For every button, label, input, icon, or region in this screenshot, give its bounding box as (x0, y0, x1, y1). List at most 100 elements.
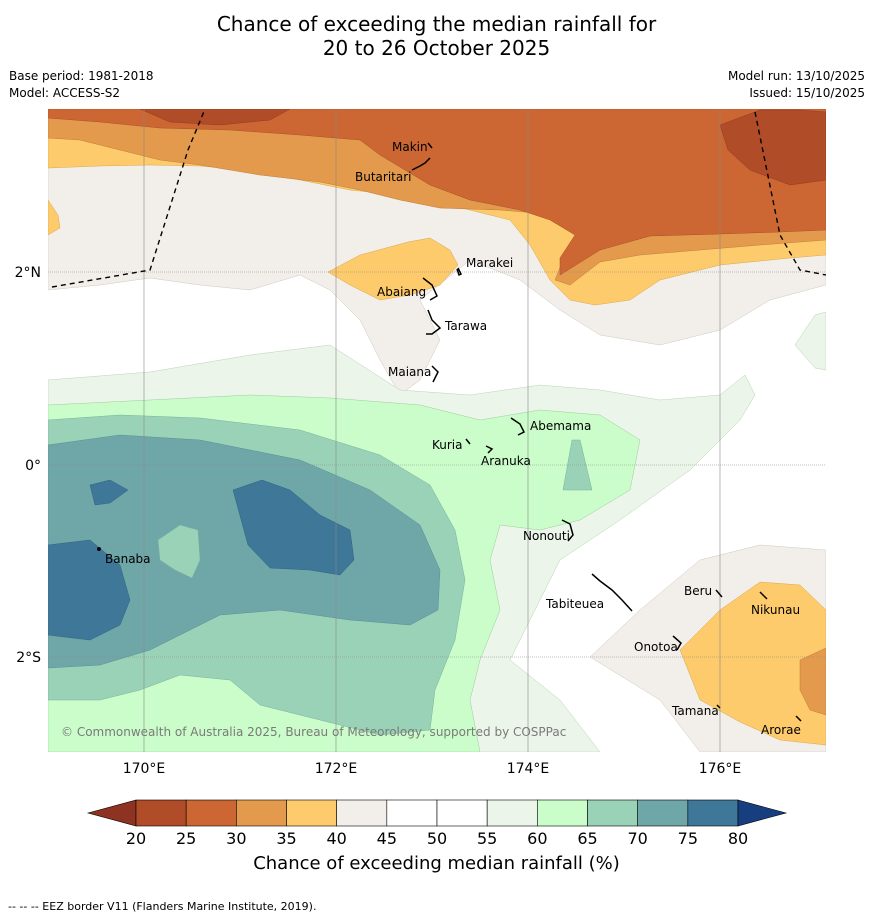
label-nikunau: Nikunau (751, 603, 800, 617)
issued-date: Issued: 15/10/2025 (749, 86, 865, 100)
colorbar-cells (135, 799, 739, 827)
island-abemama (510, 417, 526, 436)
graticule (48, 109, 826, 752)
colorbar-tick-label: 25 (176, 829, 196, 848)
contour-55-60-east (794, 311, 826, 371)
contour-35-40-west (48, 199, 61, 236)
colorbar-cell (587, 799, 638, 827)
label-butaritari: Butaritari (355, 170, 412, 184)
contour-20-25-a (139, 109, 291, 126)
contour-75-80-small (89, 479, 129, 506)
contour-65-70-center (562, 439, 593, 491)
colorbar-tick-label: 60 (527, 829, 547, 848)
island-banaba (97, 547, 101, 551)
label-banaba: Banaba (105, 552, 151, 566)
islands (97, 142, 802, 722)
rainfall-contours: Makin Butaritari Marakei Abaiang Tarawa … (48, 109, 826, 752)
copyright-credit: © Commonwealth of Australia 2025, Bureau… (61, 725, 566, 739)
label-arorae: Arorae (761, 723, 801, 737)
y-tick-2n: 2°N (15, 265, 41, 281)
colorbar-tick-label: 65 (577, 829, 597, 848)
colorbar-cell (537, 799, 588, 827)
y-tick-0: 0° (25, 458, 41, 474)
island-abaiang (422, 277, 438, 301)
colorbar-tick-label: 80 (728, 829, 748, 848)
colorbar-cell (637, 799, 689, 827)
colorbar-cell (185, 799, 237, 827)
colorbar-cell (286, 799, 337, 827)
place-labels: Makin Butaritari Marakei Abaiang Tarawa … (105, 140, 801, 737)
island-tabiteuea (591, 573, 633, 612)
meta-left: Base period: 1981-2018 Model: ACCESS-S2 (9, 68, 154, 102)
x-tick-172e: 172°E (315, 761, 358, 777)
label-tamana: Tamana (671, 704, 719, 718)
colorbar-tick-label: 55 (477, 829, 497, 848)
colorbar-tick-label: 35 (276, 829, 296, 848)
eez-border (51, 109, 826, 288)
model-name: Model: ACCESS-S2 (9, 86, 121, 100)
contour-30-35-south (799, 647, 826, 716)
title-line-2: 20 to 26 October 2025 (322, 36, 551, 60)
x-tick-174e: 174°E (507, 761, 550, 777)
contour-65-70-patch (157, 524, 201, 579)
island-makin (427, 142, 433, 149)
label-makin: Makin (392, 140, 428, 154)
label-onotoa: Onotoa (634, 640, 678, 654)
island-kuria (465, 438, 471, 445)
colorbar-over-arrow (737, 799, 788, 827)
contour-70-75 (48, 434, 441, 669)
contour-25-30-north (48, 109, 826, 276)
map-title: Chance of exceeding the median rainfall … (0, 12, 873, 60)
axis-labels: 170°E 172°E 174°E 176°E 2°N 0° 2°S (15, 265, 742, 777)
colorbar-tick-label: 70 (627, 829, 647, 848)
contour-75-80-center (232, 479, 355, 576)
island-marakei (456, 267, 463, 277)
contour-20-25-b (719, 109, 826, 186)
x-tick-176e: 176°E (699, 761, 742, 777)
contour-35-40-abaiang (327, 237, 459, 301)
colorbar-tick-label: 40 (326, 829, 346, 848)
label-abemama: Abemama (530, 419, 591, 433)
island-arorae (795, 715, 802, 722)
island-aranuka (485, 445, 494, 454)
label-beru: Beru (684, 584, 712, 598)
colorbar-cell (386, 799, 438, 827)
label-aranuka: Aranuka (481, 454, 531, 468)
island-maiana (431, 365, 439, 383)
base-period: Base period: 1981-2018 (9, 69, 154, 83)
colorbar-ticks: 20 25 30 35 40 45 50 55 60 65 70 75 80 (126, 829, 748, 848)
meta-right: Model run: 13/10/2025 Issued: 15/10/2025 (728, 68, 865, 102)
island-nikunau (759, 591, 768, 600)
colorbar-cell (436, 799, 488, 827)
y-tick-2s: 2°S (16, 650, 41, 666)
label-abaiang: Abaiang (377, 285, 426, 299)
colorbar-tick-label: 75 (678, 829, 698, 848)
x-tick-170e: 170°E (123, 761, 166, 777)
colorbar-cell (486, 799, 538, 827)
island-beru (715, 589, 723, 598)
colorbar-tick-label: 30 (226, 829, 246, 848)
colorbar: 20 25 30 35 40 45 50 55 60 65 70 75 80 (86, 799, 788, 848)
label-nonouti: Nonouti (523, 529, 570, 543)
island-onotoa (672, 635, 682, 651)
title-line-1: Chance of exceeding the median rainfall … (216, 12, 657, 36)
island-butaritari (411, 157, 431, 171)
label-maiana: Maiana (388, 365, 431, 379)
label-marakei: Marakei (466, 256, 513, 270)
colorbar-cell (336, 799, 388, 827)
label-tabiteuea: Tabiteuea (545, 597, 604, 611)
island-tarawa (426, 309, 442, 335)
label-tarawa: Tarawa (444, 319, 487, 333)
island-nonouti (561, 519, 574, 542)
island-tamana (716, 704, 721, 709)
colorbar-title: Chance of exceeding median rainfall (%) (253, 853, 620, 874)
colorbar-cell (687, 799, 739, 827)
colorbar-cell (135, 799, 187, 827)
colorbar-cell (236, 799, 287, 827)
colorbar-under-arrow (86, 799, 137, 827)
label-kuria: Kuria (432, 438, 463, 452)
contour-75-80-west (48, 539, 131, 641)
colorbar-tick-label: 50 (427, 829, 447, 848)
footnote: -- -- -- EEZ border V11 (Flanders Marine… (8, 900, 317, 913)
